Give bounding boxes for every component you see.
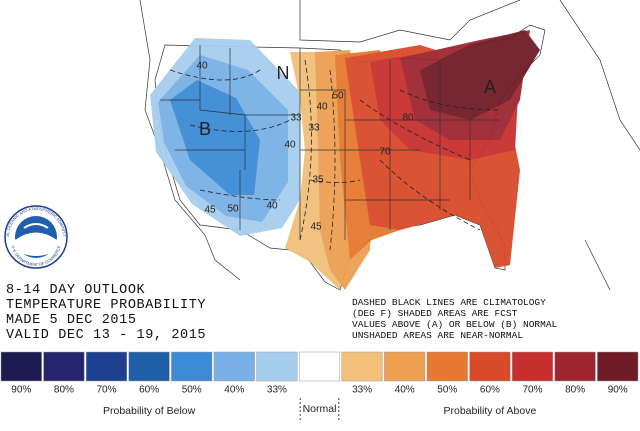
legend-label: 70% bbox=[96, 385, 116, 396]
contour-label: 45 bbox=[310, 222, 322, 233]
legend-swatch bbox=[469, 351, 511, 382]
legend-title: Probability of Below bbox=[103, 405, 196, 417]
legend-swatch bbox=[597, 351, 639, 382]
map-category-label: N bbox=[277, 63, 290, 83]
legend-swatch bbox=[0, 351, 42, 382]
legend-swatch bbox=[128, 351, 170, 382]
probability-shading bbox=[150, 30, 540, 290]
legend-swatch bbox=[341, 351, 383, 382]
legend-swatch bbox=[256, 351, 298, 382]
note-line: DASHED BLACK LINES ARE CLIMATOLOGY bbox=[352, 297, 546, 308]
legend-swatch bbox=[554, 351, 596, 382]
state-lines bbox=[160, 45, 500, 240]
contour-label: 40 bbox=[284, 140, 296, 151]
contour-label: 40 bbox=[316, 102, 328, 113]
contour-label: 33 bbox=[308, 123, 320, 134]
logo-ring-top: NATIONAL OCEANIC AND ATMOSPHERIC ADMINIS… bbox=[0, 0, 67, 237]
legend-label: 40% bbox=[224, 385, 244, 396]
legend-title: Normal bbox=[303, 403, 337, 415]
legend-swatch bbox=[511, 351, 554, 382]
map-category-label: A bbox=[484, 77, 496, 97]
note-line: UNSHADED AREAS ARE NEAR-NORMAL bbox=[352, 330, 523, 341]
legend-title: Probability of Above bbox=[443, 405, 536, 417]
note-line: (DEG F) SHADED AREAS ARE FCST bbox=[352, 308, 518, 319]
legend-label: 33% bbox=[267, 385, 287, 396]
contour-label: 70 bbox=[379, 147, 391, 158]
legend-label: 90% bbox=[11, 385, 31, 396]
legend-label: 80% bbox=[54, 385, 74, 396]
header-line: 8-14 DAY OUTLOOK bbox=[6, 283, 146, 298]
contour-label: 40 bbox=[196, 61, 208, 72]
legend-label: 40% bbox=[395, 385, 415, 396]
contour-label: 40 bbox=[266, 201, 278, 212]
legend-label: 80% bbox=[565, 385, 585, 396]
legend-swatch bbox=[384, 351, 426, 382]
contour-label: 50 bbox=[227, 204, 239, 215]
legend-label: 50% bbox=[182, 385, 202, 396]
contour-label: 33 bbox=[290, 113, 302, 124]
legend-label: 33% bbox=[352, 385, 372, 396]
legend-label: 60% bbox=[480, 385, 500, 396]
header-line: TEMPERATURE PROBABILITY bbox=[6, 298, 206, 313]
logo-text: NOAA bbox=[23, 233, 50, 243]
header-line: MADE 5 DEC 2015 bbox=[6, 313, 137, 328]
legend-label: 70% bbox=[522, 385, 542, 396]
legend-label: 90% bbox=[608, 385, 628, 396]
contour-label: 45 bbox=[204, 205, 216, 216]
legend-swatch bbox=[43, 351, 85, 382]
legend-swatch-normal bbox=[298, 351, 341, 382]
legend-swatch bbox=[213, 351, 255, 382]
contour-label: 35 bbox=[312, 175, 324, 186]
legend-swatch bbox=[85, 351, 128, 382]
contour-label: 80 bbox=[402, 113, 414, 124]
map-category-label: B bbox=[199, 119, 211, 139]
legend-label: 50% bbox=[437, 385, 457, 396]
legend-swatch bbox=[426, 351, 468, 382]
contour-label: 50 bbox=[332, 91, 344, 102]
header-line: VALID DEC 13 - 19, 2015 bbox=[6, 328, 206, 343]
legend-swatch bbox=[171, 351, 213, 382]
noaa-logo: NOAA NATIONAL OCEANIC AND ATMOSPHERIC AD… bbox=[0, 0, 68, 269]
legend: 90% 80% 70% 60% 50% 40% 33% 33% 40% 50% 60% 70% 80% 9… bbox=[0, 351, 639, 422]
note-line: VALUES ABOVE (A) OR BELOW (B) NORMAL bbox=[352, 319, 558, 330]
logo-ring-text: NATIONAL OCEANIC AND ATMOSPHERIC ADMINIS… bbox=[0, 0, 67, 237]
climatology-lines bbox=[169, 59, 501, 251]
legend-label: 60% bbox=[139, 385, 159, 396]
